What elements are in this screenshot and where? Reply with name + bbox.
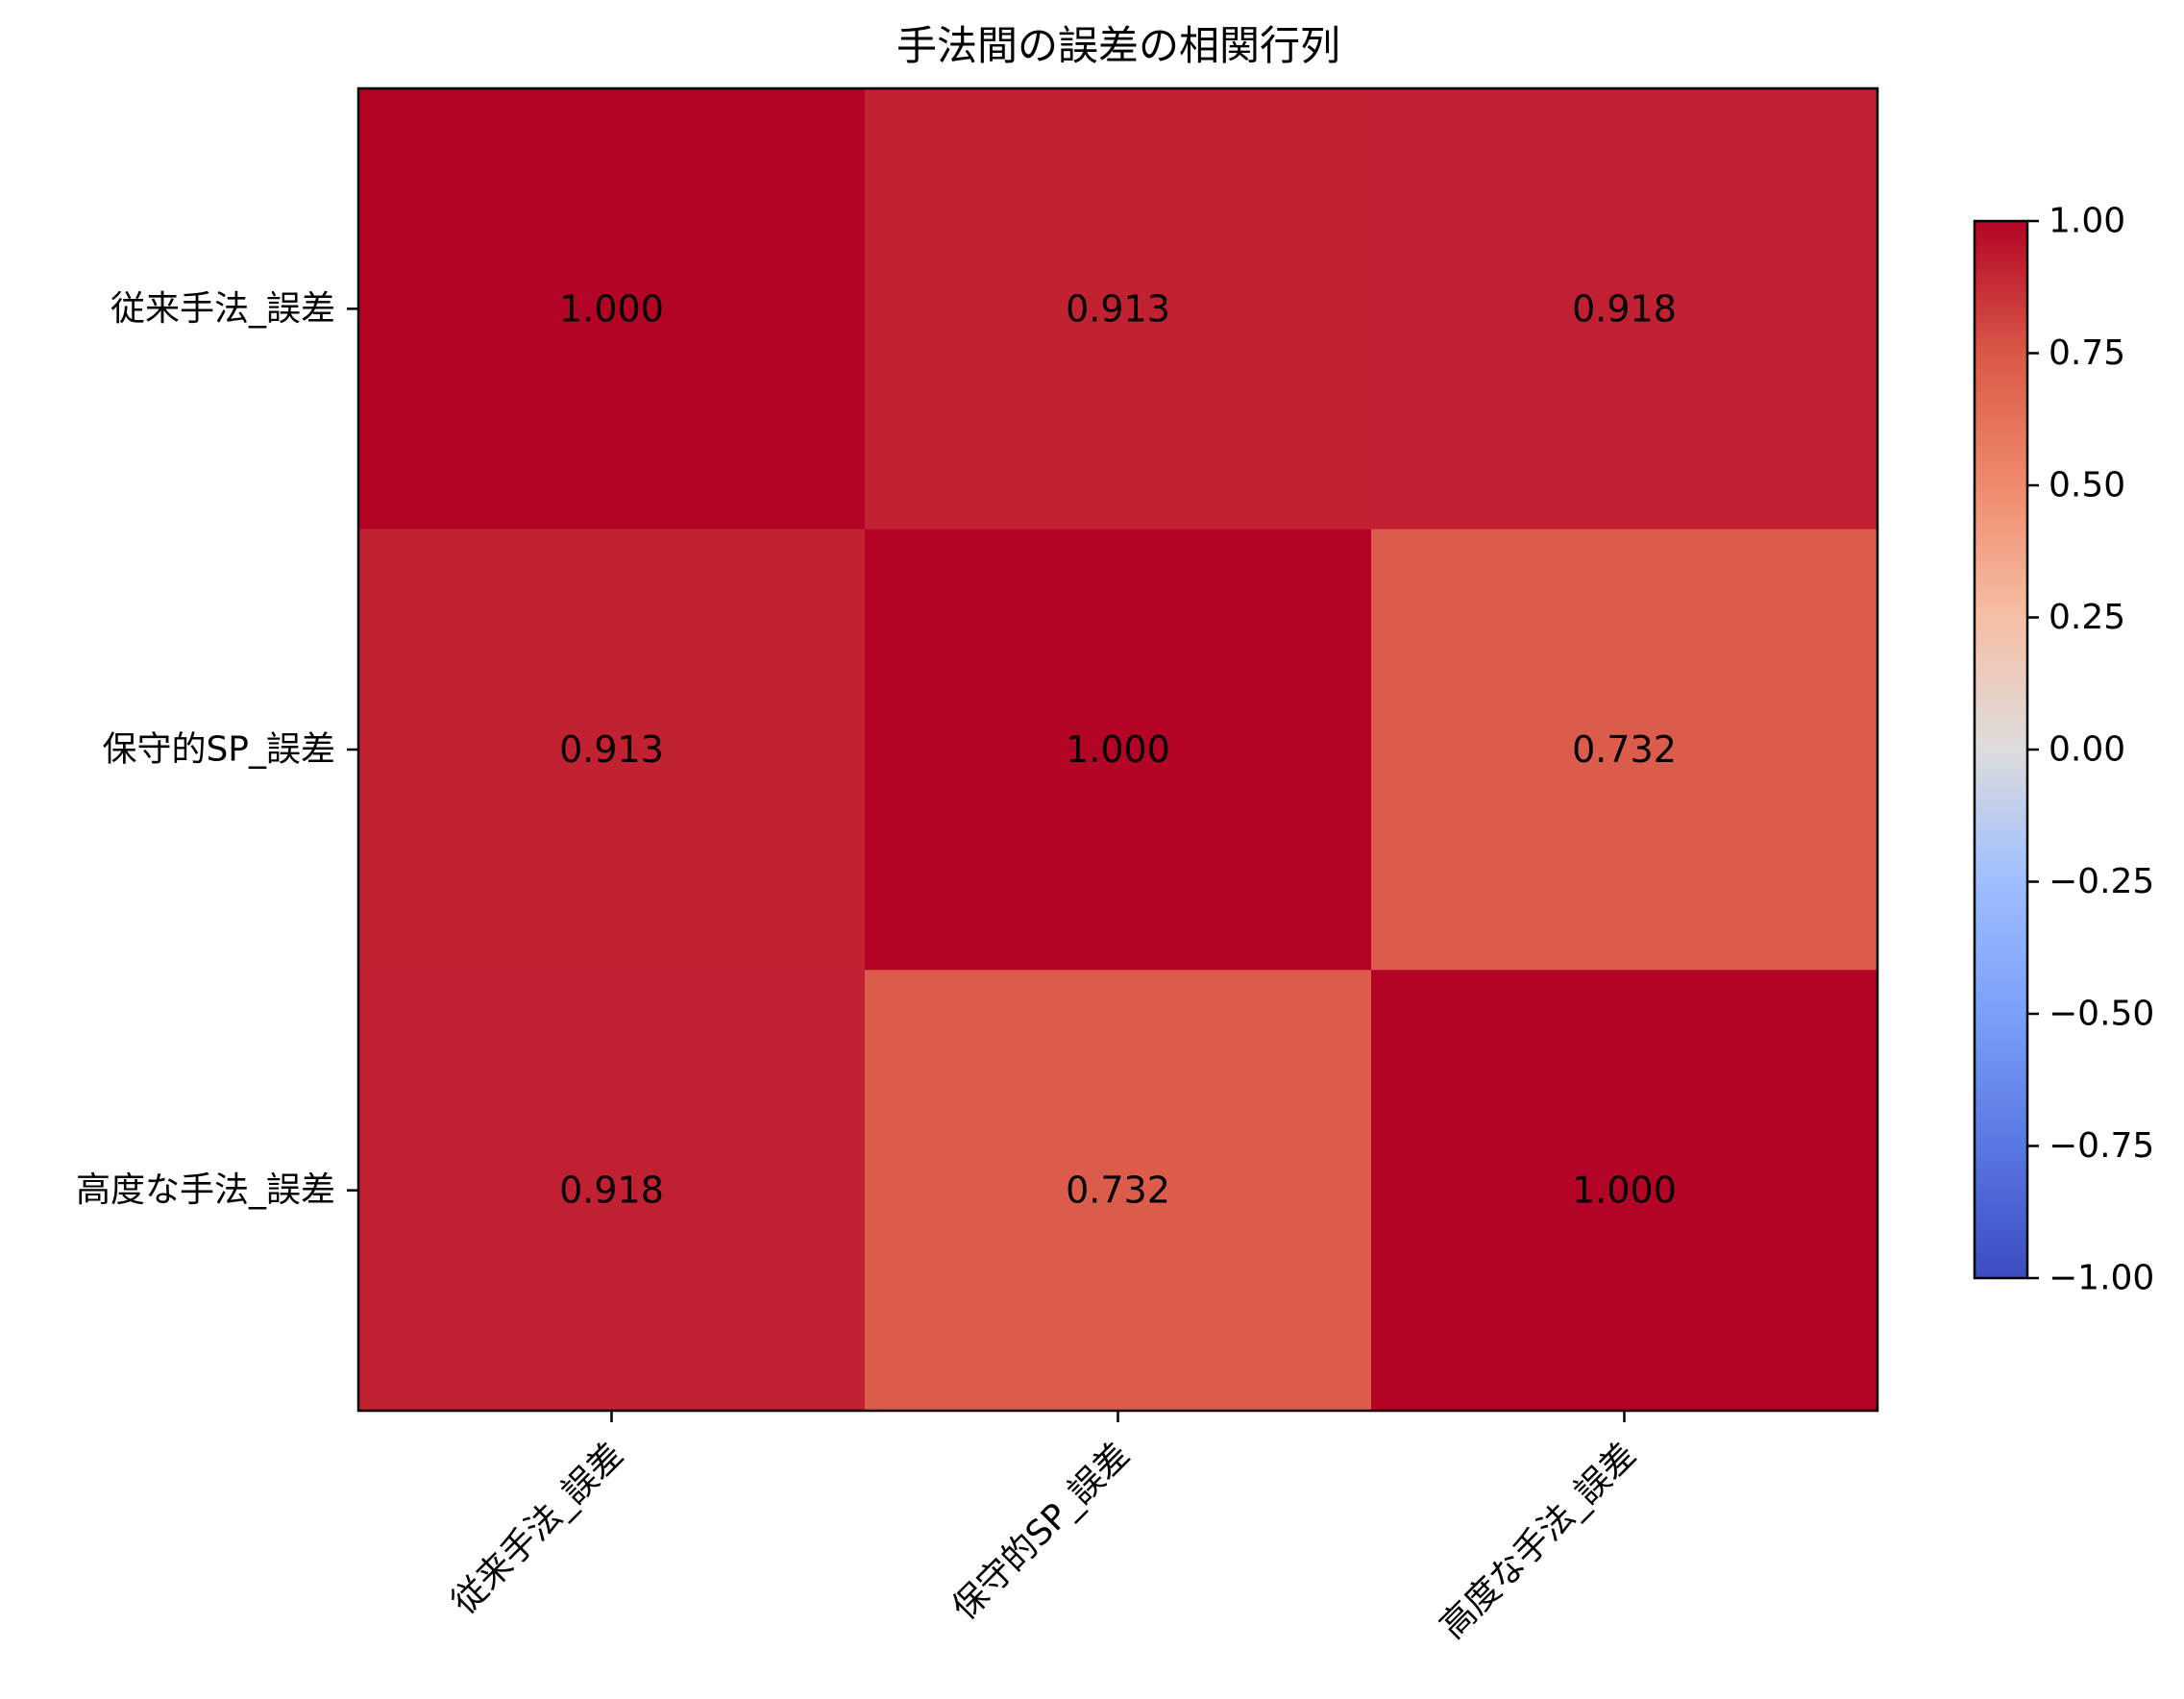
y-tick-label: 高度な手法_誤差	[76, 1170, 335, 1210]
heatmap-cell	[1371, 970, 1878, 1412]
colorbar-tick-label: −1.00	[2049, 1259, 2154, 1298]
heatmap-cell	[1371, 88, 1878, 530]
colorbar-tick-label: 0.00	[2049, 730, 2125, 770]
cell-value-label: 0.732	[1572, 728, 1677, 771]
x-tick-label: 保守的SP_誤差	[945, 1436, 1138, 1629]
colorbar	[1973, 219, 2029, 1280]
cell-value-label: 0.913	[1066, 287, 1170, 330]
colorbar-tick-label: −0.50	[2049, 995, 2154, 1034]
colorbar-tick-label: −0.25	[2049, 862, 2154, 901]
y-tick-label: 従来手法_誤差	[110, 289, 335, 329]
heatmap-cell	[865, 529, 1372, 971]
heatmap-cell	[865, 970, 1372, 1412]
cell-value-label: 0.918	[559, 1170, 664, 1212]
colorbar-tick-label: 0.75	[2049, 333, 2125, 373]
cell-value-label: 1.000	[1572, 1170, 1677, 1212]
x-tick-label: 従来手法_誤差	[445, 1436, 631, 1622]
cell-value-label: 0.918	[1572, 287, 1677, 330]
cell-value-label: 1.000	[1066, 728, 1170, 771]
heatmap-value-labels: 1.000 0.913 0.918 0.913 1.000 0.732 0.918 0.732…	[559, 287, 1677, 1211]
cell-value-label: 0.913	[559, 728, 664, 771]
colorbar-tick-label: 0.25	[2049, 598, 2125, 637]
colorbar-tick-label: −0.75	[2049, 1126, 2154, 1166]
x-tick-label: 高度な手法_誤差	[1433, 1436, 1644, 1647]
heatmap-cell	[358, 88, 866, 530]
cell-value-label: 0.732	[1066, 1170, 1170, 1212]
colorbar-axis: 1.00 0.75 0.50 0.25 0.00 −0.25 −0.50 −0.75 −1.00	[2027, 202, 2154, 1298]
chart-title: 手法間の誤差の相関行列	[896, 22, 1340, 69]
heatmap-cells	[358, 88, 1878, 1412]
heatmap-cell	[358, 970, 866, 1412]
y-tick-label: 保守的SP_誤差	[102, 730, 335, 770]
x-axis: 従来手法_誤差 保守的SP_誤差 高度な手法_誤差	[445, 1411, 1644, 1646]
colorbar-tick-label: 0.50	[2049, 466, 2125, 505]
heatmap-cell	[865, 88, 1372, 530]
colorbar-tick-label: 1.00	[2049, 202, 2125, 241]
heatmap-cell	[358, 529, 866, 971]
cell-value-label: 1.000	[559, 287, 664, 330]
heatmap-cell	[1371, 529, 1878, 971]
